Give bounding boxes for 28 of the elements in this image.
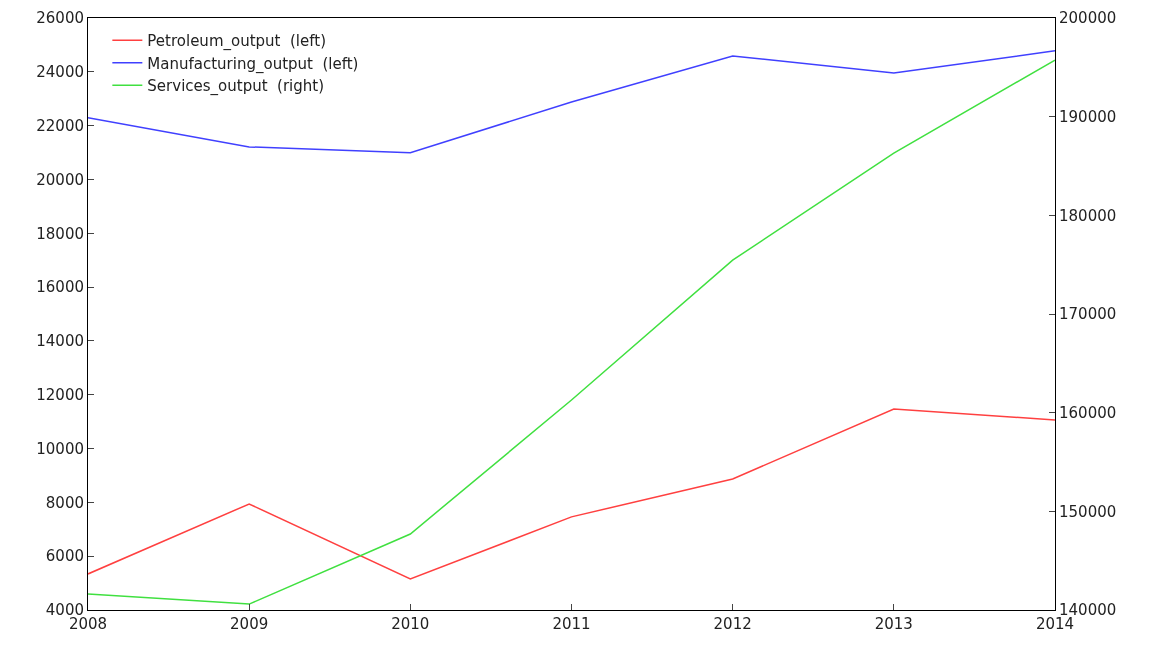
legend-label: Manufacturing_output (left) (147, 54, 359, 74)
y2-tick-label: 170000 (1059, 305, 1117, 324)
y2-tick-label: 200000 (1059, 9, 1117, 28)
y2-tick-label: 160000 (1059, 403, 1117, 422)
y2-tick-label: 150000 (1059, 502, 1117, 521)
y-tick-label: 22000 (36, 116, 84, 135)
legend-label: Petroleum_output (left) (147, 32, 327, 52)
y-tick-label: 8000 (45, 493, 84, 512)
y-tick-label: 14000 (36, 332, 84, 351)
legend-label: Services_output (right) (147, 77, 325, 97)
y2-tick-label: 190000 (1059, 107, 1117, 126)
x-tick-label: 2009 (230, 615, 269, 633)
x-tick-label: 2012 (713, 615, 752, 633)
y-tick-label: 24000 (36, 63, 84, 82)
x-tick-label: 2011 (552, 615, 591, 633)
x-tick-label: 2010 (391, 615, 430, 633)
line-series (88, 50, 1055, 154)
y-tick-label: 20000 (36, 170, 84, 189)
line-series (88, 59, 1055, 605)
y-tick-label: 18000 (36, 224, 84, 243)
line-series (88, 408, 1055, 580)
y-tick-label: 10000 (36, 439, 84, 458)
y-tick-label: 26000 (36, 9, 84, 28)
y-tick-label: 12000 (36, 385, 84, 404)
y2-tick-label: 180000 (1059, 206, 1117, 225)
x-tick-label: 2013 (874, 615, 913, 633)
y-tick-label: 6000 (45, 547, 84, 566)
y-tick-label: 16000 (36, 278, 84, 297)
